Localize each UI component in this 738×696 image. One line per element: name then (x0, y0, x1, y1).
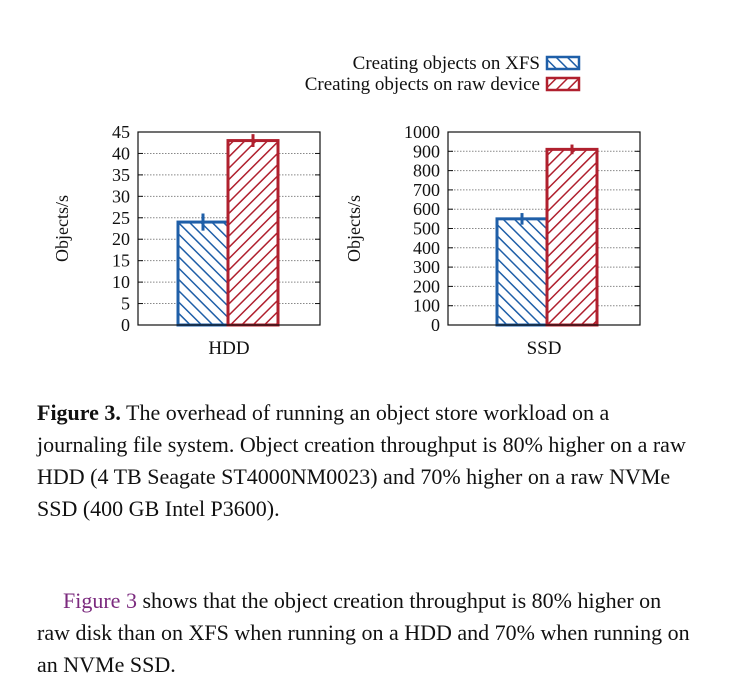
bar-xfs (495, 217, 549, 327)
y-tick-label: 800 (413, 161, 440, 181)
y-tick-label: 400 (413, 238, 440, 258)
y-tick-label: 200 (413, 276, 440, 296)
figure-caption: Figure 3. The overhead of running an obj… (37, 397, 697, 525)
y-tick-label: 10 (112, 272, 130, 292)
bar-raw-device (226, 139, 280, 327)
y-axis-label: Objects/s (344, 195, 364, 262)
y-tick-label: 20 (112, 229, 130, 249)
plot-frame (137, 131, 321, 326)
caption-label: Figure 3. (37, 400, 121, 425)
y-tick-label: 600 (413, 199, 440, 219)
x-axis-label: HDD (208, 338, 249, 359)
y-tick-label: 500 (413, 219, 440, 239)
y-tick-label: 300 (413, 257, 440, 277)
y-tick-label: 0 (431, 315, 440, 335)
plot-frame (447, 131, 641, 326)
y-tick-label: 5 (121, 294, 130, 314)
y-tick-label: 25 (112, 208, 130, 228)
legend-swatch (545, 76, 581, 92)
bar-xfs (176, 220, 230, 327)
body-text: shows that the object creation throughpu… (37, 588, 690, 677)
y-tick-label: 45 (112, 122, 130, 142)
x-axis-label: SSD (527, 338, 562, 359)
y-tick-label: 100 (413, 296, 440, 316)
y-tick-label: 1000 (404, 122, 440, 142)
y-tick-label: 35 (112, 165, 130, 185)
y-tick-label: 15 (112, 251, 130, 271)
y-tick-label: 30 (112, 186, 130, 206)
bar-raw-device (545, 147, 599, 327)
legend-swatch (545, 55, 581, 71)
legend-label: Creating objects on XFS (353, 53, 540, 74)
y-axis-label: Objects/s (52, 195, 72, 262)
y-tick-label: 40 (112, 143, 130, 163)
legend-label: Creating objects on raw device (305, 74, 540, 95)
figure-reference-link[interactable]: Figure 3 (63, 588, 137, 613)
y-tick-label: 700 (413, 180, 440, 200)
body-paragraph: Figure 3 shows that the object creation … (37, 585, 697, 681)
y-tick-label: 0 (121, 315, 130, 335)
y-tick-label: 900 (413, 141, 440, 161)
caption-text: The overhead of running an object store … (37, 400, 686, 521)
